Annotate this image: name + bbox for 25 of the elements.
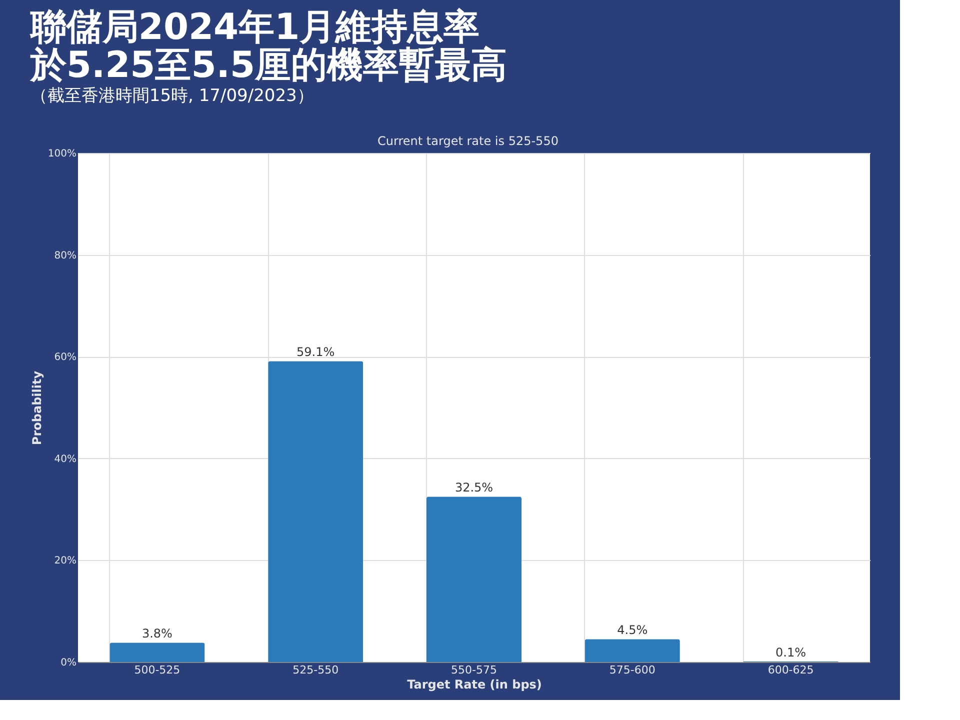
y-axis-title: Probability [30,370,44,446]
data-label: 59.1% [296,345,335,360]
x-tick-label: 600-625 [768,664,814,676]
chart-subtitle: （截至香港時間15時, 17/09/2023） [30,86,314,106]
data-label: 4.5% [617,623,648,638]
y-tick-label: 100% [48,148,76,160]
bar [268,361,364,662]
y-tick-label: 80% [54,250,76,262]
bar [110,642,205,662]
y-tick-label: 40% [54,454,76,465]
x-axis-title: Target Rate (in bps) [407,678,542,692]
data-label: 3.8% [142,626,172,641]
bar [584,639,680,662]
y-tick-label: 0% [60,658,76,668]
y-tick-label: 60% [54,352,76,364]
chart-title: 聯儲局2024年1月維持息率於5.25至5.5厘的機率暫最高 [29,7,508,86]
data-label: 0.1% [776,645,806,660]
data-label: 32.5% [454,480,494,495]
x-tick-label: 575-600 [609,664,656,676]
x-tick-label: 525-550 [292,664,339,676]
y-tick-label: 20% [54,556,76,567]
x-tick-label: 500-525 [134,664,180,676]
x-tick-label: 550-575 [451,664,497,676]
bar [426,496,522,662]
text: Current target rate is 525-550 [378,134,558,148]
